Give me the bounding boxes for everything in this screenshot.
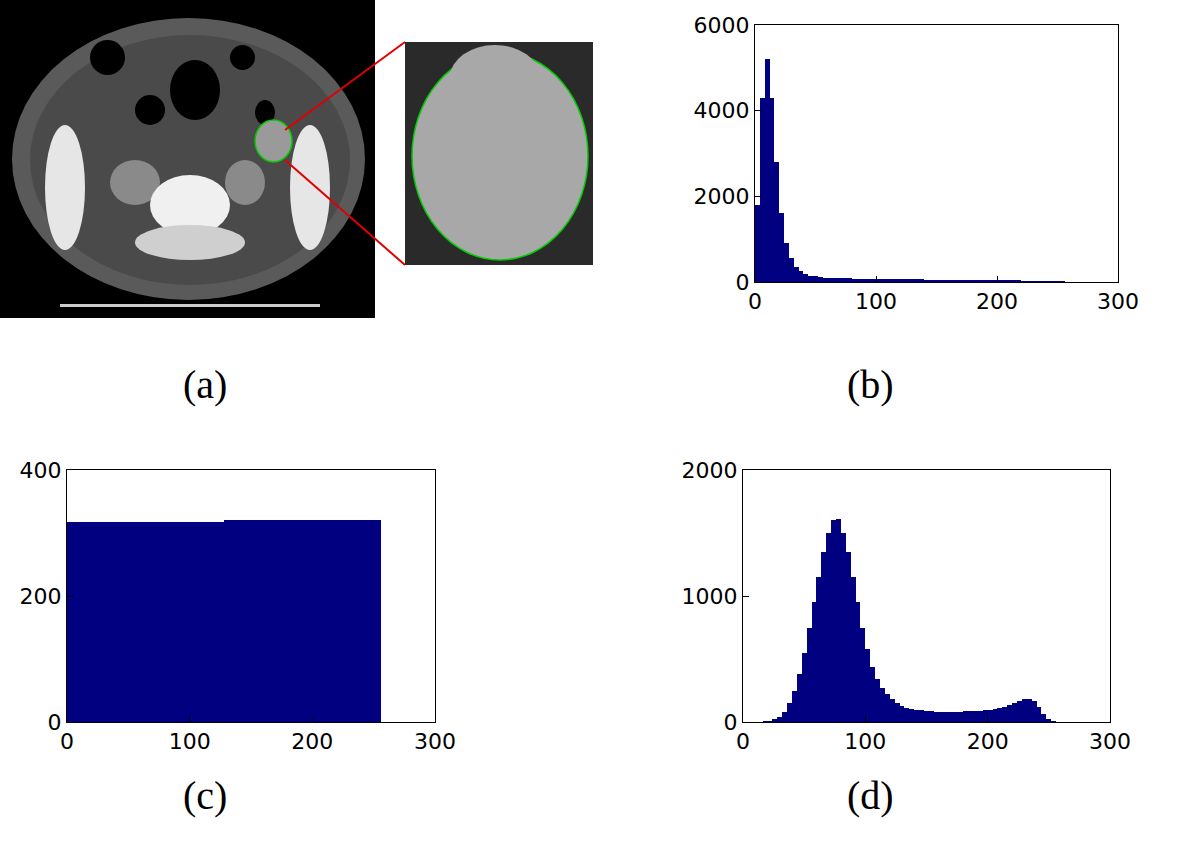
- svg-text:400: 400: [20, 458, 62, 483]
- svg-text:200: 200: [976, 289, 1018, 314]
- svg-text:200: 200: [291, 729, 333, 754]
- svg-text:300: 300: [1089, 729, 1131, 754]
- svg-text:0: 0: [60, 729, 74, 754]
- svg-text:0: 0: [748, 289, 762, 314]
- svg-text:2000: 2000: [694, 184, 750, 209]
- svg-text:100: 100: [169, 729, 211, 754]
- svg-text:200: 200: [967, 729, 1009, 754]
- svg-text:0: 0: [736, 729, 750, 754]
- svg-text:100: 100: [844, 729, 886, 754]
- svg-text:(b): (b): [847, 362, 894, 407]
- svg-text:100: 100: [855, 289, 897, 314]
- svg-text:0: 0: [736, 270, 750, 295]
- svg-text:300: 300: [414, 729, 456, 754]
- svg-text:6000: 6000: [694, 13, 750, 38]
- svg-text:4000: 4000: [694, 98, 750, 123]
- svg-text:(d): (d): [847, 773, 894, 818]
- svg-text:300: 300: [1097, 289, 1139, 314]
- svg-text:0: 0: [48, 710, 62, 735]
- svg-text:(a): (a): [183, 362, 227, 407]
- svg-text:2000: 2000: [682, 458, 738, 483]
- svg-text:(c): (c): [183, 773, 227, 818]
- svg-text:200: 200: [20, 584, 62, 609]
- svg-text:1000: 1000: [682, 584, 738, 609]
- svg-text:0: 0: [724, 710, 738, 735]
